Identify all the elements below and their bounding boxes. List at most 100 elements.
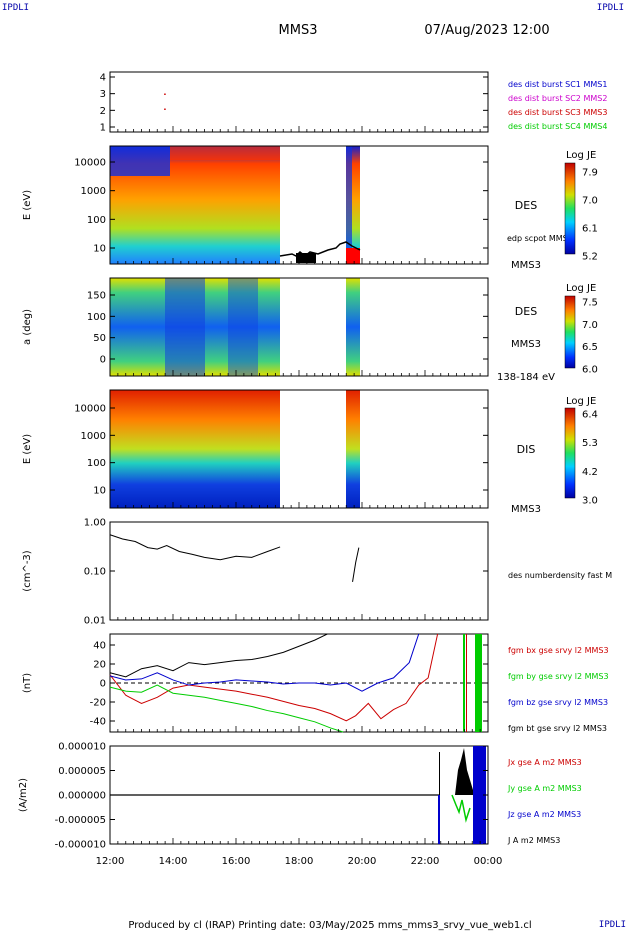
xtick-label: 00:00 (474, 856, 503, 867)
des-energy-colorbar-title: Log JE (566, 150, 596, 161)
ytick-label: 1 (100, 123, 106, 134)
des-pitch-colorbar-title: Log JE (566, 283, 596, 294)
ytick-label: 100 (87, 312, 106, 323)
xtick-label: 18:00 (285, 856, 314, 867)
xtick-label: 16:00 (222, 856, 251, 867)
current-legend: Jx gse A m2 MMS3 Jy gse A m2 MMS3 Jz gse A… (507, 758, 582, 845)
colorbar-tick-label: 7.9 (582, 168, 598, 179)
burst-ytick-labels: 4 3 2 1 (100, 73, 488, 134)
colorbar-tick-label: 6.0 (582, 365, 598, 376)
header-title: MMS3 (279, 23, 318, 38)
colorbar-tick-label: 4.2 (582, 467, 598, 478)
ytick-label: 1000 (81, 186, 106, 197)
burst-legend: des dist burst SC1 MMS1 des dist burst SC… (508, 80, 607, 131)
scpot-label: edp scpot MMS3 (507, 234, 573, 243)
des-pitch-colorbar-ticks: 7.5 7.0 6.5 6.0 (582, 298, 598, 376)
fgm-series-line (109, 633, 420, 692)
ytick-label: -0.000005 (55, 815, 106, 826)
colorbar-tick-label: 7.0 (582, 320, 598, 331)
ytick-label: 100 (87, 458, 106, 469)
des-energy-blue-top (110, 146, 170, 176)
density-line-b (352, 547, 360, 582)
fgm-series-line (109, 633, 328, 678)
des-pitch-ylabel: a (deg) (22, 309, 33, 345)
colorbar-tick-label: 5.3 (582, 438, 598, 449)
panel-des-pitch: 150 100 50 0 a (deg) DES MMS3 138-184 eV Lo… (22, 277, 598, 383)
burst-point (164, 108, 166, 110)
des-energy-label: DES (515, 199, 537, 212)
corner-tag-top-right: IPDLI (596, 3, 624, 13)
ytick-label: 100 (87, 215, 106, 226)
des-energy-label2: MMS3 (511, 260, 541, 271)
footer-text: Produced by cl (IRAP) Printing date: 03/… (128, 920, 531, 931)
xtick-label: 22:00 (411, 856, 440, 867)
panel-current: 0.000010 0.000005 0.000000 -0.000005 -0.0000… (18, 126, 582, 867)
dis-energy-label: DIS (517, 443, 536, 456)
legend-entry: fgm bx gse srvy l2 MMS3 (508, 646, 609, 655)
des-pitch-colorbar (564, 295, 576, 369)
des-energy-colorbar-ticks: 7.9 7.0 6.1 5.2 (582, 168, 598, 263)
des-energy-red-patch (346, 248, 360, 264)
ytick-label: 1.00 (84, 518, 106, 529)
colorbar-tick-label: 7.0 (582, 196, 598, 207)
ytick-label: 10000 (74, 158, 106, 169)
fgm-series (109, 633, 439, 733)
dis-energy-ytick-labels: 10000 1000 100 10 (74, 404, 488, 497)
density-ytick-labels: 1.00 0.10 0.01 (84, 518, 488, 627)
des-energy-red-top (170, 146, 280, 160)
fgm-green-bar-1 (463, 634, 465, 732)
colorbar-tick-label: 6.1 (582, 224, 598, 235)
colorbar-tick-label: 6.5 (582, 342, 598, 353)
ytick-label: 3 (100, 89, 106, 100)
des-pitch-blue-band2 (228, 278, 258, 376)
des-energy-band-b (346, 146, 352, 264)
ytick-label: 50 (93, 333, 106, 344)
dis-energy-colorbar-title: Log JE (566, 396, 596, 407)
ytick-label: 0.000000 (58, 791, 106, 802)
current-ylabel: (A/m2) (18, 778, 29, 812)
density-series (109, 534, 360, 582)
ytick-label: 1000 (81, 431, 106, 442)
fgm-ytick-labels: 40 20 0 -20 -40 (90, 641, 488, 728)
des-energy-ylabel: E (eV) (22, 190, 33, 220)
ytick-label: 0 (100, 355, 106, 366)
legend-entry: fgm by gse srvy l2 MMS3 (508, 672, 609, 681)
fgm-red-bar (466, 634, 467, 732)
dis-energy-colorbar (564, 407, 576, 499)
dis-energy-colorbar-ticks: 6.4 5.3 4.2 3.0 (582, 410, 598, 507)
legend-entry: des dist burst SC2 MMS2 (508, 94, 607, 103)
x-tick-labels: 12:00 14:00 16:00 18:00 20:00 22:00 00:00 (96, 126, 503, 867)
dis-energy-spectrogram-b (346, 390, 360, 508)
panel-density-frame (109, 521, 489, 621)
dis-energy-ylabel: E (eV) (22, 434, 33, 464)
legend-entry: J A m2 MMS3 (507, 836, 560, 845)
panel-density: 1.00 0.10 0.01 (cm^-3) des numberdensity f… (22, 518, 612, 627)
fgm-series-line (109, 633, 439, 722)
colorbar-tick-label: 5.2 (582, 252, 598, 263)
corner-tag-top-left: IPDLI (2, 3, 30, 13)
xtick-label: 20:00 (348, 856, 377, 867)
legend-entry: Jx gse A m2 MMS3 (507, 758, 582, 767)
legend-entry: Jy gse A m2 MMS3 (507, 784, 582, 793)
ytick-label: -0.000010 (55, 840, 106, 851)
colorbar-tick-label: 6.4 (582, 410, 598, 421)
ytick-label: -20 (90, 698, 106, 709)
ytick-label: 2 (100, 106, 106, 117)
burst-point (164, 93, 166, 95)
corner-tag-bottom-right: IPDLI (598, 920, 626, 930)
ytick-label: -40 (90, 717, 106, 728)
colorbar-tick-label: 3.0 (582, 496, 598, 507)
des-pitch-spectrogram-b (346, 278, 360, 376)
des-pitch-label2: MMS3 (511, 339, 541, 350)
xtick-label: 12:00 (96, 856, 125, 867)
des-pitch-label3: 138-184 eV (497, 372, 555, 383)
ytick-label: 0.10 (84, 567, 106, 578)
current-j-burst (455, 748, 473, 795)
colorbar-tick-label: 7.5 (582, 298, 598, 309)
density-label: des numberdensity fast M (508, 571, 612, 580)
scpot-block (296, 253, 316, 263)
des-energy-ytick-labels: 10000 1000 100 10 (74, 158, 488, 255)
dis-energy-spectrogram-a (110, 390, 280, 508)
density-line-a (109, 534, 281, 561)
